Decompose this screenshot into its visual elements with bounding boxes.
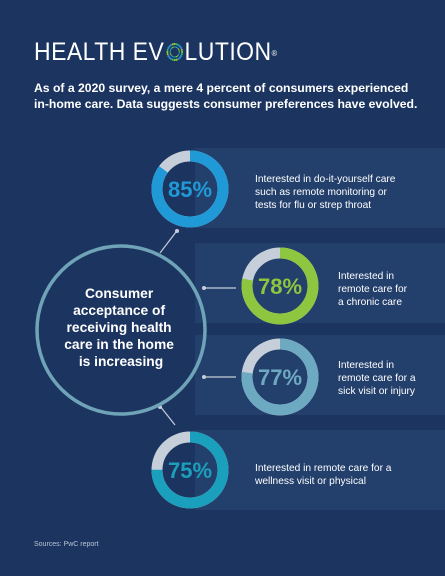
logo-dot — [166, 46, 170, 50]
logo-dot — [171, 55, 174, 58]
logo-dot — [169, 50, 171, 53]
donut-percent-label: 77% — [258, 365, 302, 390]
logo-dot — [175, 46, 177, 49]
logo-dot — [178, 50, 180, 53]
logo-dot — [180, 52, 183, 56]
logo-dot — [180, 48, 183, 52]
logo-dot — [174, 56, 176, 58]
donut-3: 77% — [241, 338, 319, 416]
stat-description-4: Interested in remote care for a wellness … — [255, 463, 392, 487]
logo-dot — [176, 55, 178, 57]
stat-description-1: Interested in do-it-yourself care such as… — [255, 174, 396, 211]
center-label-line-1: Consumer — [85, 286, 154, 301]
logo-dot — [173, 56, 175, 58]
logo-dot — [169, 51, 171, 54]
logo-dot — [170, 55, 173, 57]
logo-dot — [178, 56, 181, 59]
donut-2: 78% — [241, 247, 319, 325]
donut-value-arc — [151, 431, 229, 509]
logo-dot — [165, 50, 169, 54]
health-evolution-logo: HEALTH EV LUTION® — [34, 38, 277, 66]
stat-band-1 — [195, 148, 445, 228]
intro-text: As of a 2020 survey, a mere 4 percent of… — [34, 81, 418, 111]
connector-1 — [159, 231, 177, 254]
logo-dot — [166, 48, 169, 52]
donut-percent-label: 75% — [168, 458, 212, 483]
center-label: Consumer acceptance of receiving health … — [64, 286, 178, 369]
center-label-line-5: is increasing — [79, 354, 163, 369]
center-label-line-4: care in the home — [64, 337, 174, 352]
logo-dot — [171, 43, 174, 46]
connector-dot-1 — [175, 229, 179, 233]
logo-dot — [175, 58, 178, 61]
logo-dot — [169, 57, 172, 61]
stat-band-4 — [195, 430, 445, 510]
logo-dot — [179, 54, 182, 58]
center-label-line-2: acceptance of — [73, 303, 165, 318]
stat-description-2: Interested in remote care for a chronic ca… — [338, 271, 408, 308]
logo-dot — [170, 54, 172, 56]
registered-mark: ® — [271, 49, 278, 58]
logo-dot — [176, 47, 178, 49]
logo-dot — [173, 58, 176, 62]
donut-1: 85% — [151, 150, 229, 228]
connector-dot-3 — [202, 375, 206, 379]
connector-dot-2 — [202, 286, 206, 290]
logo-dot — [177, 57, 180, 61]
logo-dot — [177, 48, 179, 50]
stat-band-2 — [195, 243, 445, 323]
logo-dot — [178, 51, 180, 54]
stat-band-3 — [195, 335, 445, 415]
center-ring — [35, 244, 207, 416]
logo-dot — [170, 48, 172, 50]
logo-dot — [168, 56, 171, 59]
logo-dot — [177, 43, 180, 47]
logo-dot — [173, 42, 176, 46]
logo-dot — [171, 46, 174, 49]
logo-dot — [169, 53, 171, 55]
logo-dot — [179, 46, 182, 50]
donut-percent-label: 78% — [258, 274, 302, 299]
logo-dot — [171, 58, 174, 61]
logo-dot — [177, 54, 179, 56]
logo-dot — [175, 55, 177, 58]
source-note: Sources: PwC report — [34, 541, 99, 548]
logo-dot — [178, 45, 181, 48]
logo-dot — [177, 53, 180, 55]
donut-value-arc — [241, 338, 319, 416]
donut-value-arc — [241, 247, 319, 325]
logo-text-left: HEALTH EV — [34, 38, 165, 66]
logo-dot — [169, 43, 172, 47]
logo-dot — [166, 52, 169, 56]
logo-dot — [177, 49, 180, 51]
donut-value-arc — [151, 150, 229, 228]
logo-dot — [170, 47, 173, 49]
logo-dot — [169, 49, 171, 51]
logo-o-icon — [165, 42, 183, 62]
logo-dot — [175, 43, 178, 46]
logo-dot — [166, 54, 170, 58]
logo-text-right: LUTION — [184, 38, 272, 66]
logo-dot — [174, 46, 176, 48]
donut-4: 75% — [151, 431, 229, 509]
connector-4 — [159, 405, 176, 426]
stat-description-3: Interested in remote care for a sick visit… — [338, 360, 416, 397]
logo-dot — [180, 50, 183, 54]
logo-dot — [168, 45, 171, 48]
logo-dot — [173, 46, 175, 48]
donut-percent-label: 85% — [168, 177, 212, 202]
center-label-line-3: receiving health — [67, 320, 172, 335]
